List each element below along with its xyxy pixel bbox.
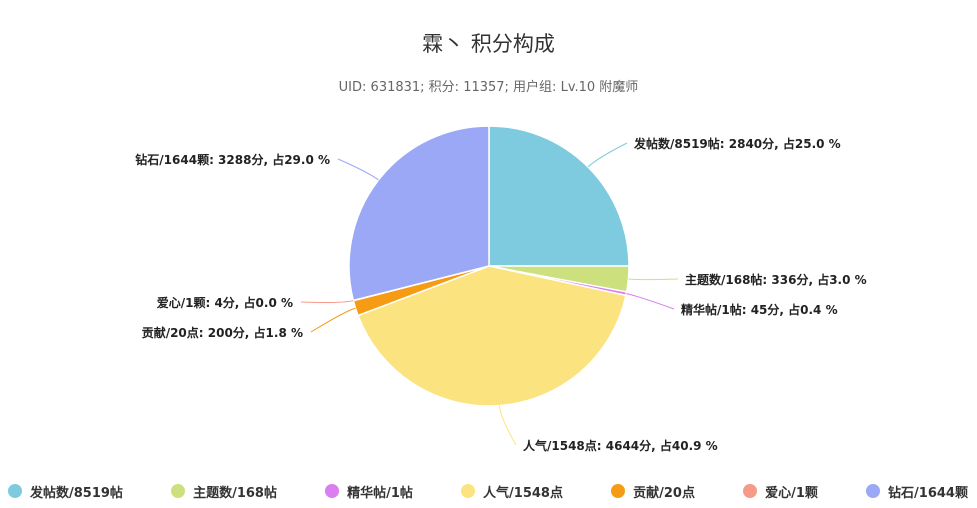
legend-item-diamond[interactable]: 钻石/1644颗 <box>866 482 968 501</box>
legend-label-threads: 主题数/168帖 <box>193 485 277 501</box>
chart-subtitle: UID: 631831; 积分: 11357; 用户组: Lv.10 附魔师 <box>338 80 639 95</box>
legend-dot-digest <box>325 484 340 498</box>
leader-line-posts <box>587 142 628 168</box>
legend-item-posts[interactable]: 发帖数/8519帖 <box>8 482 123 501</box>
legend-item-digest[interactable]: 精华帖/1帖 <box>325 482 413 501</box>
legend-dot-love <box>743 484 758 498</box>
legend-dot-threads <box>171 484 186 498</box>
legend-item-threads[interactable]: 主题数/168帖 <box>171 482 277 501</box>
legend-dot-posts <box>8 484 22 498</box>
leader-line-digest <box>626 293 675 310</box>
data-label-threads: 主题数/168帖: 336分, 占3.0 % <box>685 272 867 287</box>
pie-slice-posts[interactable] <box>488 125 630 267</box>
chart-title: 霖丶 积分构成 <box>422 32 555 56</box>
leader-line-threads <box>628 278 679 281</box>
data-label-digest: 精华帖/1帖: 45分, 占0.4 % <box>681 302 838 317</box>
leader-line-contribution <box>310 307 356 333</box>
pie-slice-popularity[interactable] <box>357 265 627 407</box>
chart-legend: 发帖数/8519帖 主题数/168帖 精华帖/1帖 人气/1548点 贡献/20… <box>8 478 968 504</box>
legend-item-contribution[interactable]: 贡献/20点 <box>611 482 695 501</box>
legend-label-diamond: 钻石/1644颗 <box>888 485 968 501</box>
data-label-contribution: 贡献/20点: 200分, 占1.8 % <box>142 325 303 340</box>
legend-dot-popularity <box>461 484 476 498</box>
data-label-diamond: 钻石/1644颗: 3288分, 占29.0 % <box>135 152 330 167</box>
legend-item-love[interactable]: 爱心/1颗 <box>743 482 818 501</box>
legend-dot-contribution <box>611 484 626 498</box>
data-label-love: 爱心/1颗: 4分, 占0.0 % <box>157 295 293 310</box>
legend-label-digest: 精华帖/1帖 <box>347 485 413 501</box>
data-label-popularity: 人气/1548点: 4644分, 占40.9 % <box>523 438 718 453</box>
legend-dot-diamond <box>866 484 881 498</box>
leader-line-popularity <box>498 405 517 446</box>
legend-label-love: 爱心/1颗 <box>765 485 818 501</box>
leader-line-love <box>300 300 354 304</box>
legend-label-posts: 发帖数/8519帖 <box>30 485 123 501</box>
legend-label-contribution: 贡献/20点 <box>633 485 695 501</box>
legend-item-popularity[interactable]: 人气/1548点 <box>461 482 563 501</box>
data-label-posts: 发帖数/8519帖: 2840分, 占25.0 % <box>633 136 841 151</box>
legend-label-popularity: 人气/1548点 <box>483 485 563 501</box>
leader-line-diamond <box>337 158 379 181</box>
